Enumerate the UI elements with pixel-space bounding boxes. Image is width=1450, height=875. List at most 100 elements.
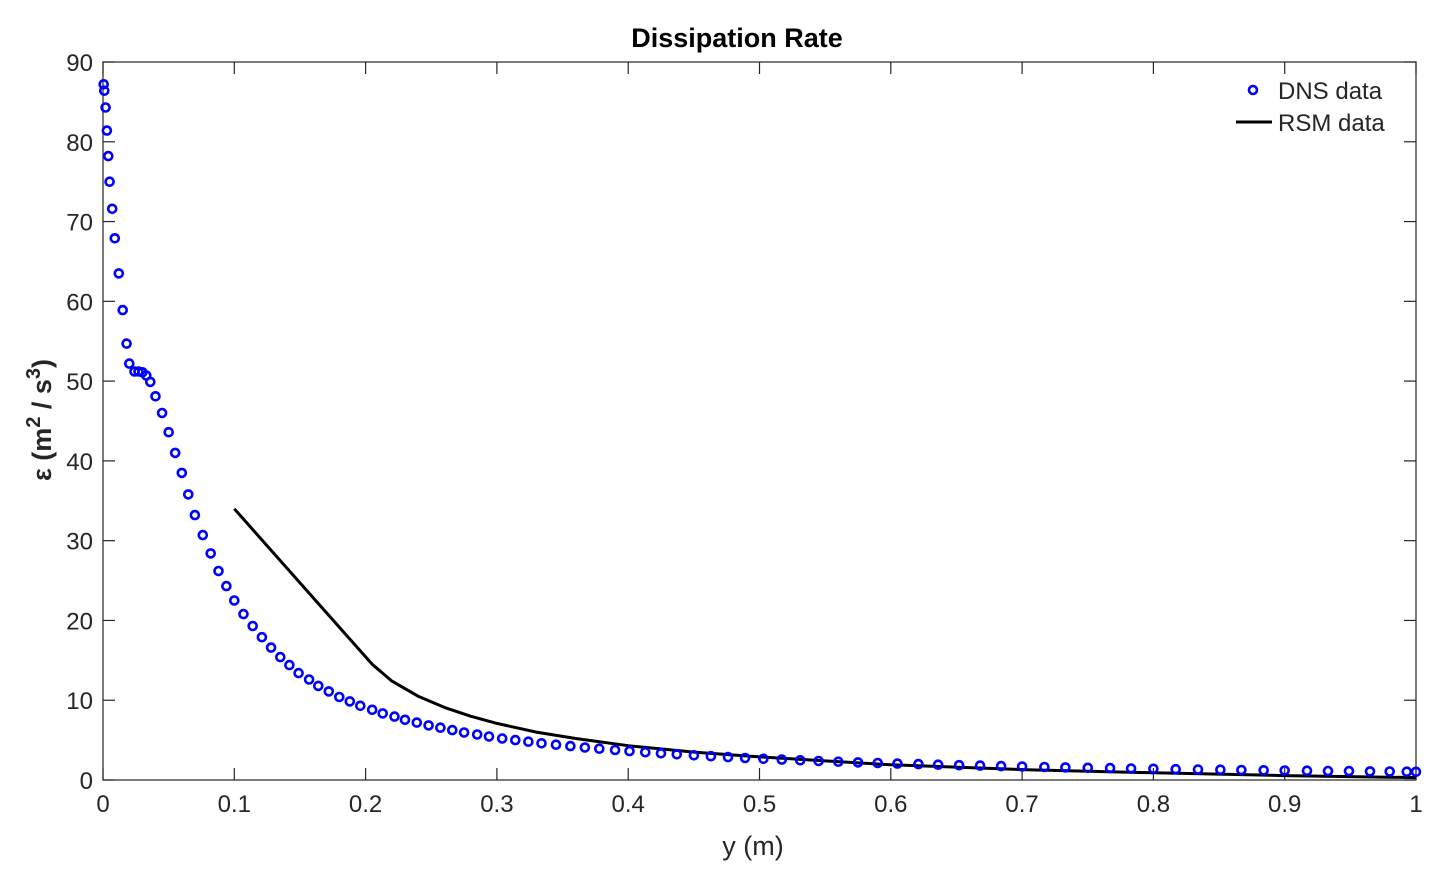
dns-data-point [256,631,268,643]
x-tick-label: 0.2 [349,791,382,818]
dns-data-point [655,747,667,759]
dns-data-point [103,150,114,162]
dns-data-point [99,85,110,96]
dns-data-point [579,742,591,753]
dns-data-point [593,743,605,755]
dns-data-point [974,760,986,771]
dns-data-point [312,680,324,692]
dns-data-point [705,750,717,762]
x-tick-label: 0.4 [612,791,645,818]
dns-data-point [1082,762,1094,774]
dns-data-point [101,125,113,136]
dns-data-point [1215,764,1226,776]
dns-data-point [1258,764,1269,776]
dns-data-point [104,176,115,187]
x-tick-label: 0.3 [480,791,513,818]
y-axis-label-mid: / s [27,379,57,417]
x-tick-label: 1 [1409,791,1422,818]
y-tick-label: 90 [66,50,93,77]
y-axis-label-main: ε (m [27,428,57,481]
dns-data-point [1384,766,1395,777]
dns-data-point [609,744,621,756]
dns-data-point [389,711,400,722]
y-tick-label: 80 [66,130,93,157]
dns-data-point [1060,762,1071,773]
dns-data-point [121,338,132,349]
dns-data-point [1039,761,1050,773]
dns-data-point [832,756,844,768]
dns-data-point [169,447,181,459]
dns-data-point [1236,764,1247,776]
dns-data-point [1104,762,1116,774]
dns-data-point [117,304,128,316]
dns-data-point [953,759,965,771]
dns-data-point [509,734,521,746]
dns-data-point [813,755,824,767]
dns-data-point [565,740,576,752]
dns-data-point [624,745,635,757]
y-tick-label: 40 [66,449,93,476]
dns-data-point [1148,763,1159,775]
dns-data-point [758,753,769,765]
dns-data-point [183,489,194,500]
dns-data-point [1192,764,1204,775]
y-tick-label: 50 [66,369,93,396]
legend: DNS data RSM data [1236,78,1385,137]
dns-data-point [550,739,562,751]
dns-data-point [1301,765,1313,777]
dns-data-point [688,749,700,761]
x-tick-label: 0.7 [1005,791,1038,818]
dns-data-point [423,720,434,731]
dns-data-point [98,79,109,90]
dns-data-point [399,714,411,726]
y-tick-label: 60 [66,289,93,316]
series-layer [98,79,1422,780]
dns-data-point [1322,765,1334,777]
dns-data-point [213,565,224,577]
x-tick-label: 0.8 [1137,791,1170,818]
dns-data-point [265,642,277,653]
dns-data-point [1016,761,1028,772]
dns-data-point [124,358,135,369]
dns-data-point [776,754,788,765]
dns-data-point [1125,763,1137,774]
dns-data-point [189,509,201,521]
dns-data-point [932,759,944,771]
dns-data-point [274,651,286,663]
dns-data-point [377,708,389,719]
dns-data-point [229,595,240,606]
legend-dns-label: DNS data [1278,78,1383,105]
dns-data-point [872,757,884,769]
dns-data-point [145,376,156,388]
dns-data-point [446,724,458,736]
y-axis-label-end: ) [27,359,57,368]
y-tick-label: 70 [66,210,93,237]
dns-data-point [458,727,470,738]
legend-rsm-label: RSM data [1278,110,1385,137]
dns-data-point [483,731,495,742]
dns-data-point [366,704,378,716]
y-axis-label-sup1: 2 [23,417,45,428]
y-tick-label: 0 [80,768,93,795]
x-axis-label: y (m) [722,831,783,861]
dns-data-point [995,760,1007,772]
dns-data-point [284,659,295,671]
dns-data-point [913,758,924,770]
x-tick-label: 0.9 [1268,791,1301,818]
y-tick-label: 10 [66,688,93,715]
dns-data-point [238,608,249,620]
dns-data-point [1364,766,1376,777]
y-axis-label-sup2: 3 [23,368,45,379]
dns-data-point [1279,765,1290,776]
dns-data-point [639,746,651,758]
dns-data-point [109,233,121,244]
x-tick-label: 0.5 [743,791,776,818]
dns-data-point [852,757,864,768]
dns-data-point [794,754,806,766]
dns-data-point [739,752,751,764]
dns-data-point [722,751,734,763]
dns-data-point [1343,765,1355,777]
dns-data-point [671,748,683,760]
